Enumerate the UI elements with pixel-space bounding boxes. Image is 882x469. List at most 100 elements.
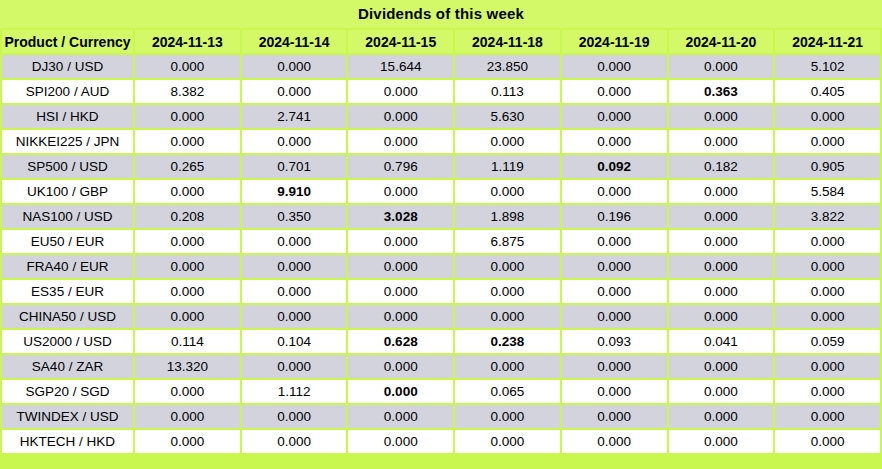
dividend-value-cell: 3.028	[348, 205, 453, 228]
dividend-value-cell: 0.041	[669, 330, 774, 353]
product-cell: DJ30 / USD	[2, 55, 133, 78]
dividend-value-cell: 0.363	[669, 80, 774, 103]
dividend-value-cell: 0.000	[455, 355, 560, 378]
dividend-value-cell: 0.093	[562, 330, 667, 353]
dividend-value-cell: 0.000	[669, 405, 774, 428]
dividend-value-cell: 0.000	[775, 280, 880, 303]
dividend-value-cell: 0.000	[135, 130, 240, 153]
dividend-value-cell: 0.000	[242, 305, 347, 328]
dividend-value-cell: 5.102	[775, 55, 880, 78]
product-cell: SA40 / ZAR	[2, 355, 133, 378]
dividend-value-cell: 0.000	[669, 280, 774, 303]
table-row: HKTECH / HKD0.0000.0000.0000.0000.0000.0…	[2, 430, 880, 453]
table-row: HSI / HKD0.0002.7410.0005.6300.0000.0000…	[2, 105, 880, 128]
dividend-value-cell: 0.000	[669, 230, 774, 253]
dividend-value-cell: 0.000	[455, 130, 560, 153]
table-row: ES35 / EUR0.0000.0000.0000.0000.0000.000…	[2, 280, 880, 303]
product-cell: TWINDEX / USD	[2, 405, 133, 428]
product-cell: US2000 / USD	[2, 330, 133, 353]
dividend-value-cell: 0.000	[242, 355, 347, 378]
dividend-value-cell: 0.000	[348, 430, 453, 453]
dividend-value-cell: 0.114	[135, 330, 240, 353]
dividend-value-cell: 0.000	[562, 105, 667, 128]
table-row: UK100 / GBP0.0009.9100.0000.0000.0000.00…	[2, 180, 880, 203]
date-header: 2024-11-13	[135, 30, 240, 53]
dividend-value-cell: 0.000	[669, 205, 774, 228]
dividend-value-cell: 0.000	[242, 230, 347, 253]
dividend-value-cell: 13.320	[135, 355, 240, 378]
product-cell: ES35 / EUR	[2, 280, 133, 303]
dividend-value-cell: 0.000	[348, 355, 453, 378]
dividend-value-cell: 0.796	[348, 155, 453, 178]
dividend-value-cell: 0.000	[242, 255, 347, 278]
product-cell: SP500 / USD	[2, 155, 133, 178]
dividend-value-cell: 0.113	[455, 80, 560, 103]
dividend-value-cell: 0.000	[669, 355, 774, 378]
dividend-value-cell: 0.000	[135, 105, 240, 128]
dividend-value-cell: 0.701	[242, 155, 347, 178]
dividend-value-cell: 5.584	[775, 180, 880, 203]
dividend-value-cell: 0.000	[775, 105, 880, 128]
dividend-value-cell: 0.000	[562, 405, 667, 428]
product-cell: HKTECH / HKD	[2, 430, 133, 453]
dividend-value-cell: 0.265	[135, 155, 240, 178]
dividend-value-cell: 0.182	[669, 155, 774, 178]
dividend-value-cell: 9.910	[242, 180, 347, 203]
table-row: EU50 / EUR0.0000.0000.0006.8750.0000.000…	[2, 230, 880, 253]
table-row: FRA40 / EUR0.0000.0000.0000.0000.0000.00…	[2, 255, 880, 278]
table-row: DJ30 / USD0.0000.00015.64423.8500.0000.0…	[2, 55, 880, 78]
dividend-value-cell: 0.000	[242, 55, 347, 78]
date-header: 2024-11-14	[242, 30, 347, 53]
date-header: 2024-11-21	[775, 30, 880, 53]
dividend-value-cell: 23.850	[455, 55, 560, 78]
dividend-value-cell: 0.104	[242, 330, 347, 353]
product-cell: EU50 / EUR	[2, 230, 133, 253]
dividend-value-cell: 0.000	[455, 405, 560, 428]
dividend-value-cell: 0.000	[348, 305, 453, 328]
dividend-value-cell: 0.405	[775, 80, 880, 103]
dividend-value-cell: 0.000	[348, 130, 453, 153]
dividend-value-cell: 0.000	[775, 130, 880, 153]
dividend-value-cell: 1.119	[455, 155, 560, 178]
product-cell: NAS100 / USD	[2, 205, 133, 228]
dividend-value-cell: 0.000	[562, 55, 667, 78]
dividend-value-cell: 0.000	[455, 180, 560, 203]
table-row: NAS100 / USD0.2080.3503.0281.8980.1960.0…	[2, 205, 880, 228]
dividend-value-cell: 0.000	[562, 280, 667, 303]
product-cell: CHINA50 / USD	[2, 305, 133, 328]
dividend-value-cell: 0.000	[135, 55, 240, 78]
product-cell: SGP20 / SGD	[2, 380, 133, 403]
product-cell: HSI / HKD	[2, 105, 133, 128]
dividend-value-cell: 0.000	[455, 255, 560, 278]
dividend-value-cell: 0.000	[242, 430, 347, 453]
dividend-value-cell: 8.382	[135, 80, 240, 103]
dividend-value-cell: 0.000	[775, 380, 880, 403]
dividend-value-cell: 0.000	[775, 255, 880, 278]
dividend-value-cell: 0.000	[135, 380, 240, 403]
dividends-panel: Dividends of this week Product / Currenc…	[0, 0, 882, 469]
header-row: Product / Currency 2024-11-132024-11-142…	[2, 30, 880, 53]
date-header: 2024-11-20	[669, 30, 774, 53]
dividend-value-cell: 0.000	[135, 305, 240, 328]
dividend-value-cell: 6.875	[455, 230, 560, 253]
dividend-value-cell: 0.000	[135, 230, 240, 253]
dividend-value-cell: 0.000	[242, 130, 347, 153]
product-cell: SPI200 / AUD	[2, 80, 133, 103]
dividend-value-cell: 0.000	[135, 280, 240, 303]
dividend-value-cell: 0.000	[562, 130, 667, 153]
dividend-value-cell: 0.238	[455, 330, 560, 353]
dividend-value-cell: 0.000	[135, 255, 240, 278]
dividend-value-cell: 0.000	[669, 105, 774, 128]
product-cell: UK100 / GBP	[2, 180, 133, 203]
table-row: SPI200 / AUD8.3820.0000.0000.1130.0000.3…	[2, 80, 880, 103]
table-body: DJ30 / USD0.0000.00015.64423.8500.0000.0…	[2, 55, 880, 453]
dividend-value-cell: 0.000	[562, 80, 667, 103]
table-row: TWINDEX / USD0.0000.0000.0000.0000.0000.…	[2, 405, 880, 428]
table-row: SGP20 / SGD0.0001.1120.0000.0650.0000.00…	[2, 380, 880, 403]
dividend-value-cell: 0.000	[135, 430, 240, 453]
dividend-value-cell: 0.000	[562, 230, 667, 253]
dividend-value-cell: 0.628	[348, 330, 453, 353]
dividend-value-cell: 0.000	[775, 405, 880, 428]
table-row: CHINA50 / USD0.0000.0000.0000.0000.0000.…	[2, 305, 880, 328]
dividend-value-cell: 5.630	[455, 105, 560, 128]
